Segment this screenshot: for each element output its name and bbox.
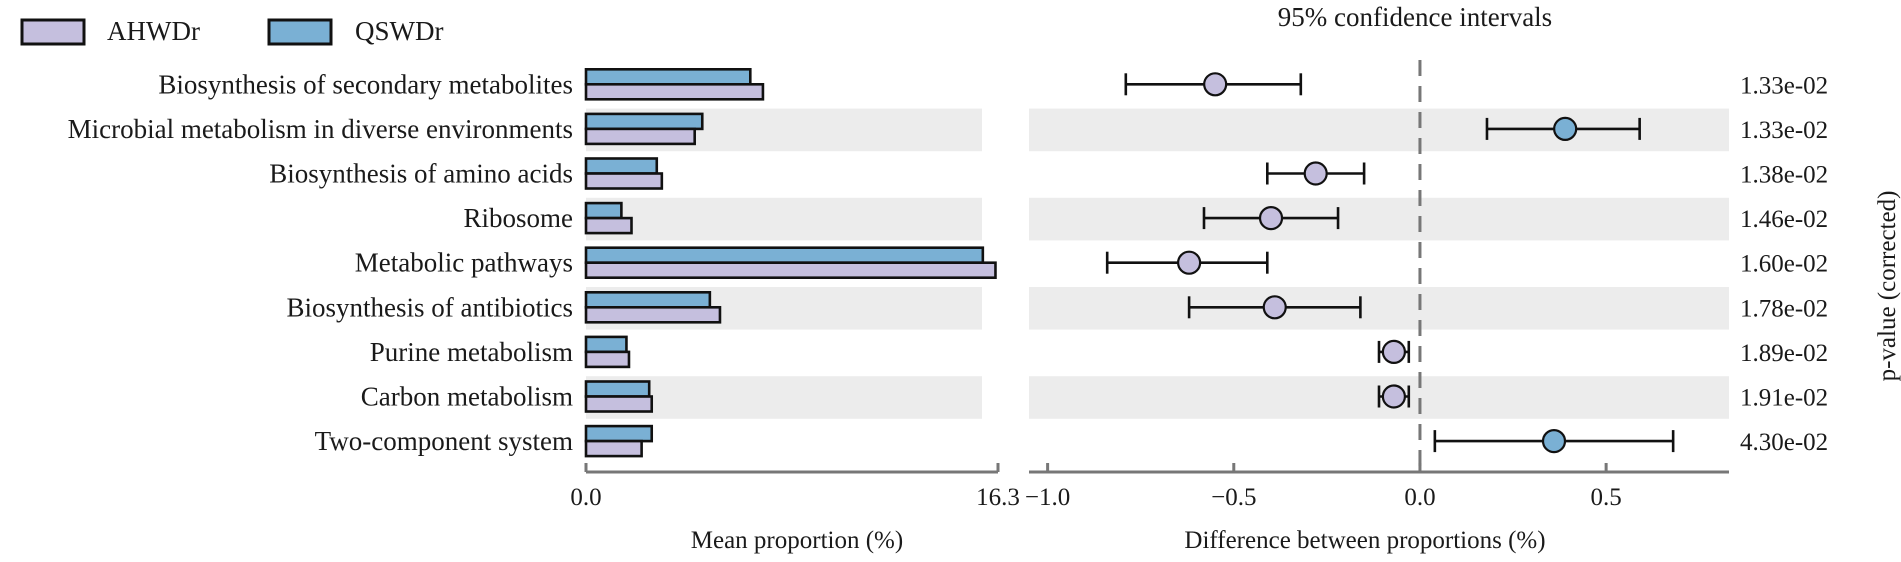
ci-point-ribosome [1258,206,1284,231]
bar-ahwdr-carbon-metabolism [584,395,654,413]
p-value-axis-title: p-value (corrected) [1874,191,1901,382]
ci-series [1105,72,1675,454]
ci-point-carbon-metabolism [1381,384,1406,409]
category-label-two-component-system: Two-component system [315,426,573,456]
ci-point-biosynthesis-of-antibiotics [1262,295,1287,320]
p-value-ribosome: 1.46e-02 [1740,206,1828,233]
p-value-biosynthesis-of-amino-acids: 1.38e-02 [1740,162,1828,189]
text-layer: 95% confidence intervals Mean proportion… [68,2,1901,554]
ci-point-biosynthesis-of-secondary-metabolites [1203,72,1228,97]
ci-point-microbial-metabolism-in-diverse-environments [1553,116,1578,141]
p-value-purine-metabolism: 1.89e-02 [1740,340,1828,367]
bar-ahwdr-ribosome [584,216,633,235]
bar-qswdr-ribosome [584,201,623,220]
p-value-biosynthesis-of-antibiotics: 1.78e-02 [1740,295,1828,322]
x-tick-label-left: 16.3 [976,484,1020,511]
bar-series [584,68,997,458]
bar-qswdr-biosynthesis-of-amino-acids [584,157,659,175]
x-tick-label-right: 0.0 [1404,484,1435,511]
ci-point-biosynthesis-of-amino-acids [1303,161,1328,186]
bar-ahwdr-two-component-system [584,439,643,458]
bar-qswdr-carbon-metabolism [584,380,651,398]
bar-ahwdr-biosynthesis-of-secondary-metabolites [584,83,765,101]
bar-ahwdr-purine-metabolism [584,350,631,369]
bar-ahwdr-microbial-metabolism-in-diverse-environments [584,127,696,146]
legend: AHWDr QSWDr [20,16,444,46]
p-value-metabolic-pathways: 1.60e-02 [1740,251,1828,278]
x-axis-label-difference: Difference between proportions (%) [1184,527,1545,554]
category-label-biosynthesis-of-amino-acids: Biosynthesis of amino acids [269,159,573,189]
p-value-biosynthesis-of-secondary-metabolites: 1.33e-02 [1740,72,1828,99]
legend-label-ahwdr: AHWDr [107,16,200,46]
ci-point-metabolic-pathways [1177,250,1202,275]
ci-title: 95% confidence intervals [1278,2,1552,32]
x-tick-label-right: −1.0 [1025,484,1070,511]
p-value-carbon-metabolism: 1.91e-02 [1740,385,1828,412]
category-label-purine-metabolism: Purine metabolism [370,337,573,367]
category-label-biosynthesis-of-secondary-metabolites: Biosynthesis of secondary metabolites [158,69,573,99]
category-label-ribosome: Ribosome [463,203,573,233]
x-tick-label-left: 0.0 [570,484,601,511]
row-band-right [1029,197,1729,241]
x-axis-label-mean: Mean proportion (%) [691,527,903,554]
ci-point-two-component-system [1541,429,1567,454]
legend-swatch-ahwdr [20,18,86,46]
bar-ahwdr-metabolic-pathways [584,261,997,280]
row-band-left [586,197,982,241]
category-label-metabolic-pathways: Metabolic pathways [355,248,573,278]
bar-qswdr-microbial-metabolism-in-diverse-environments [584,112,704,131]
p-value-microbial-metabolism-in-diverse-environments: 1.33e-02 [1740,117,1828,144]
ci-point-purine-metabolism [1381,339,1406,364]
row-band-right [1029,287,1729,330]
category-label-biosynthesis-of-antibiotics: Biosynthesis of antibiotics [287,292,574,322]
legend-label-qswdr: QSWDr [355,16,444,46]
axes [586,60,1729,474]
legend-swatch-qswdr [267,18,333,46]
p-value-two-component-system: 4.30e-02 [1740,429,1828,456]
bar-qswdr-biosynthesis-of-secondary-metabolites [584,68,752,86]
bar-qswdr-metabolic-pathways [584,246,985,264]
bar-qswdr-biosynthesis-of-antibiotics [584,290,712,309]
x-tick-label-right: −0.5 [1211,484,1256,511]
category-label-carbon-metabolism: Carbon metabolism [361,382,573,412]
x-tick-label-right: 0.5 [1591,484,1622,511]
bar-qswdr-purine-metabolism [584,335,628,354]
bar-ahwdr-biosynthesis-of-amino-acids [584,172,664,190]
bar-ahwdr-biosynthesis-of-antibiotics [584,305,722,324]
category-label-microbial-metabolism-in-diverse-environments: Microbial metabolism in diverse environm… [68,114,573,144]
bar-qswdr-two-component-system [584,424,654,443]
